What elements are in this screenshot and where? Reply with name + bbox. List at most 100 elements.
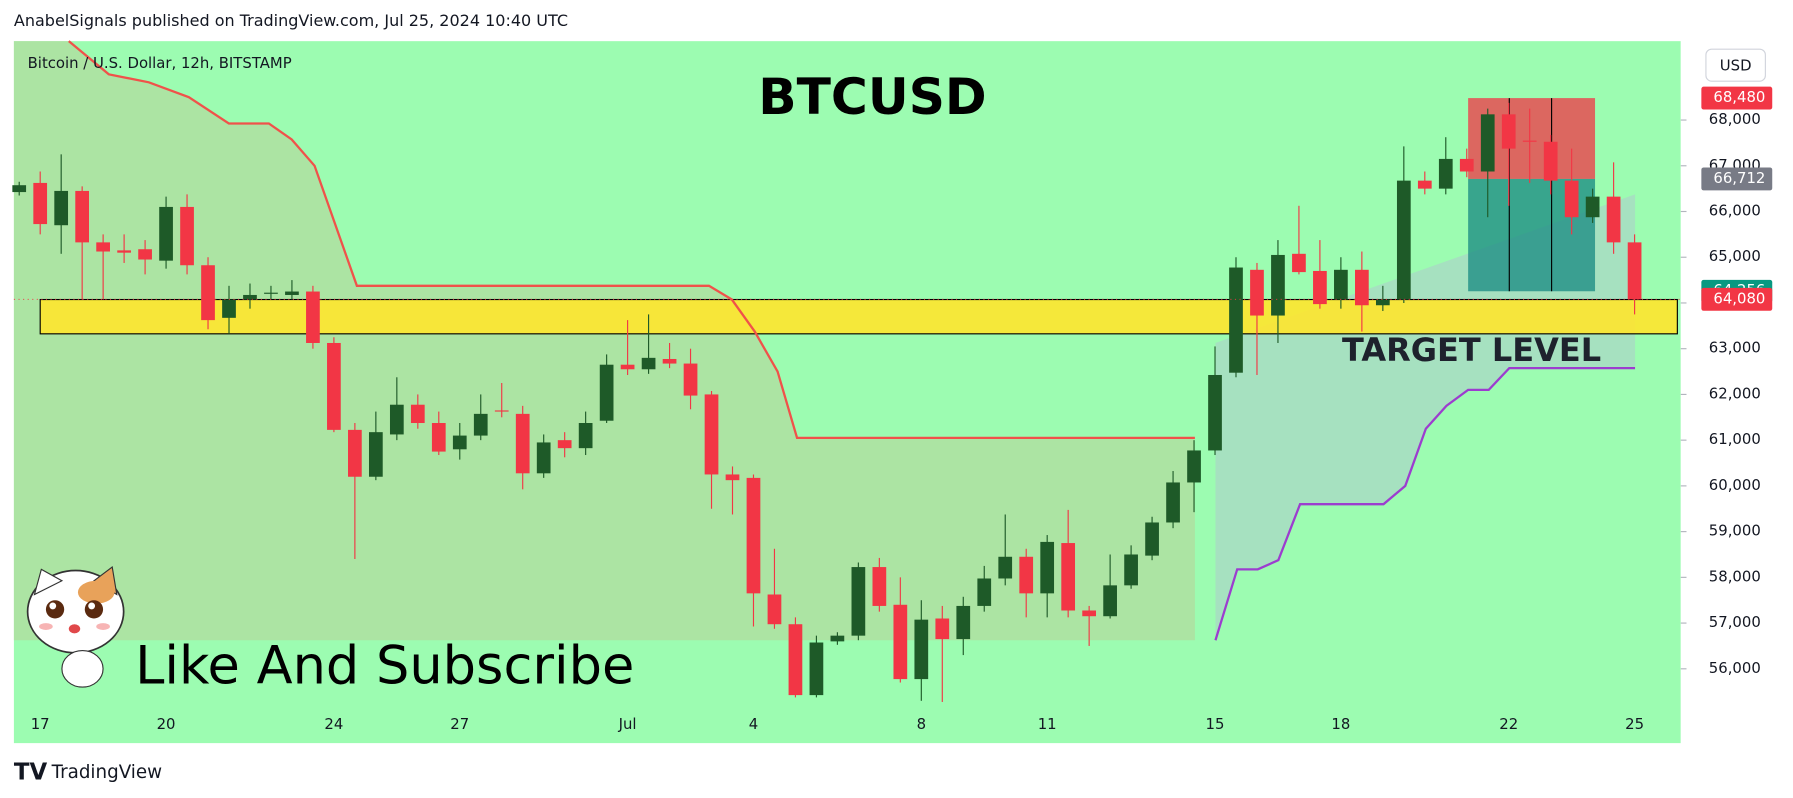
candle-body	[1459, 158, 1474, 172]
x-tick-label: 15	[1206, 715, 1225, 733]
candle-body	[683, 363, 698, 396]
candle-body	[1543, 141, 1558, 181]
candle-body	[75, 190, 90, 243]
annotation: TARGET LEVEL	[1342, 331, 1601, 369]
candle-body	[368, 432, 383, 477]
price-label: 66,712	[1713, 169, 1765, 187]
x-tick-label: 17	[31, 715, 50, 733]
candle-body	[725, 474, 740, 481]
y-tick-label: 61,000	[1709, 430, 1761, 448]
price-label: 68,480	[1713, 88, 1765, 106]
candle-body	[285, 291, 299, 295]
candle-body	[389, 404, 404, 435]
y-tick-label: 65,000	[1709, 247, 1761, 265]
candle-body	[557, 440, 572, 449]
candle-body	[327, 342, 341, 430]
y-tick-label: 63,000	[1709, 339, 1761, 357]
y-tick-label: 62,000	[1709, 384, 1761, 402]
cat-icon	[26, 566, 125, 688]
candle-body	[180, 206, 194, 266]
y-tick-label: 57,000	[1709, 613, 1761, 631]
candle-body	[1208, 374, 1222, 451]
x-tick-label: 22	[1499, 715, 1518, 733]
candle-body	[809, 642, 824, 696]
candle-body	[935, 618, 950, 640]
candle-body	[599, 364, 614, 421]
candle-body	[1061, 543, 1076, 611]
x-tick-label: 25	[1625, 715, 1644, 733]
candle-body	[1145, 522, 1159, 556]
candle-body	[1040, 541, 1055, 594]
candle-body	[452, 435, 467, 450]
currency: USD	[1720, 56, 1752, 74]
candle-body	[662, 358, 677, 364]
candle-body	[12, 185, 27, 193]
candle-body	[348, 429, 362, 477]
candle-body	[1522, 140, 1537, 142]
price-label-box	[1701, 167, 1773, 191]
x-tick-label: 4	[749, 715, 758, 733]
candle-body	[1480, 114, 1495, 172]
annotation: Like And Subscribe	[135, 635, 634, 696]
candle-body	[578, 423, 593, 449]
candle-body	[1501, 114, 1516, 149]
candle-body	[264, 292, 278, 294]
candle-body	[1019, 556, 1034, 594]
price-axis	[1680, 41, 1793, 744]
y-tick-label: 58,000	[1709, 567, 1761, 585]
candle-body	[1396, 180, 1411, 300]
candle-body	[515, 413, 530, 474]
candle-body	[893, 604, 908, 680]
candle-body	[914, 619, 929, 680]
candle-body	[410, 404, 425, 424]
candle-body	[117, 250, 131, 253]
y-tick-label: 56,000	[1709, 659, 1761, 677]
candle-body	[138, 249, 152, 260]
candle-body	[201, 265, 215, 321]
candle-body	[1355, 269, 1369, 306]
candle-body	[704, 394, 719, 475]
logo-mark: TV	[14, 759, 48, 785]
symbol-info: Bitcoin / U.S. Dollar, 12h, BITSTAMP	[28, 54, 292, 72]
candle-body	[851, 567, 866, 636]
candle-body	[494, 410, 509, 412]
price-label-box	[1701, 86, 1773, 110]
candle-body	[1417, 180, 1432, 189]
trend-line	[1214, 366, 1636, 641]
candle-body	[222, 299, 236, 318]
y-tick-label: 59,000	[1709, 522, 1761, 540]
y-tick-label: 60,000	[1709, 476, 1761, 494]
x-tick-label: 27	[450, 715, 469, 733]
candle-body	[620, 364, 635, 370]
candle-body	[1292, 253, 1306, 273]
price-label: 64,080	[1713, 289, 1765, 307]
candle-body	[96, 242, 110, 252]
candle-body	[830, 635, 845, 642]
trend-line	[68, 40, 1195, 440]
candle-body	[746, 477, 761, 594]
currency-button[interactable]	[1705, 48, 1766, 82]
y-tick-label: 68,000	[1709, 110, 1761, 128]
footer-brand: TradingView	[51, 762, 163, 783]
candle-body	[1627, 242, 1642, 300]
candle-body	[788, 624, 803, 696]
candle-body	[767, 594, 782, 625]
candle-body	[473, 413, 488, 436]
candle-body	[1585, 196, 1600, 218]
candle-body	[1229, 267, 1243, 373]
candle-body	[956, 605, 971, 640]
candle-body	[159, 206, 173, 261]
candle-body	[536, 442, 551, 474]
candle-body	[1271, 254, 1285, 316]
trend-fill	[13, 41, 1195, 641]
candle-body	[1606, 196, 1621, 243]
candle-body	[1375, 299, 1390, 306]
x-tick-label: Jul	[618, 715, 637, 733]
candle-body	[1166, 482, 1180, 523]
candle-body	[872, 567, 887, 606]
candle-body	[1438, 158, 1453, 189]
x-tick-label: 18	[1331, 715, 1350, 733]
candle-body	[977, 578, 992, 606]
candle-body	[1103, 585, 1117, 617]
